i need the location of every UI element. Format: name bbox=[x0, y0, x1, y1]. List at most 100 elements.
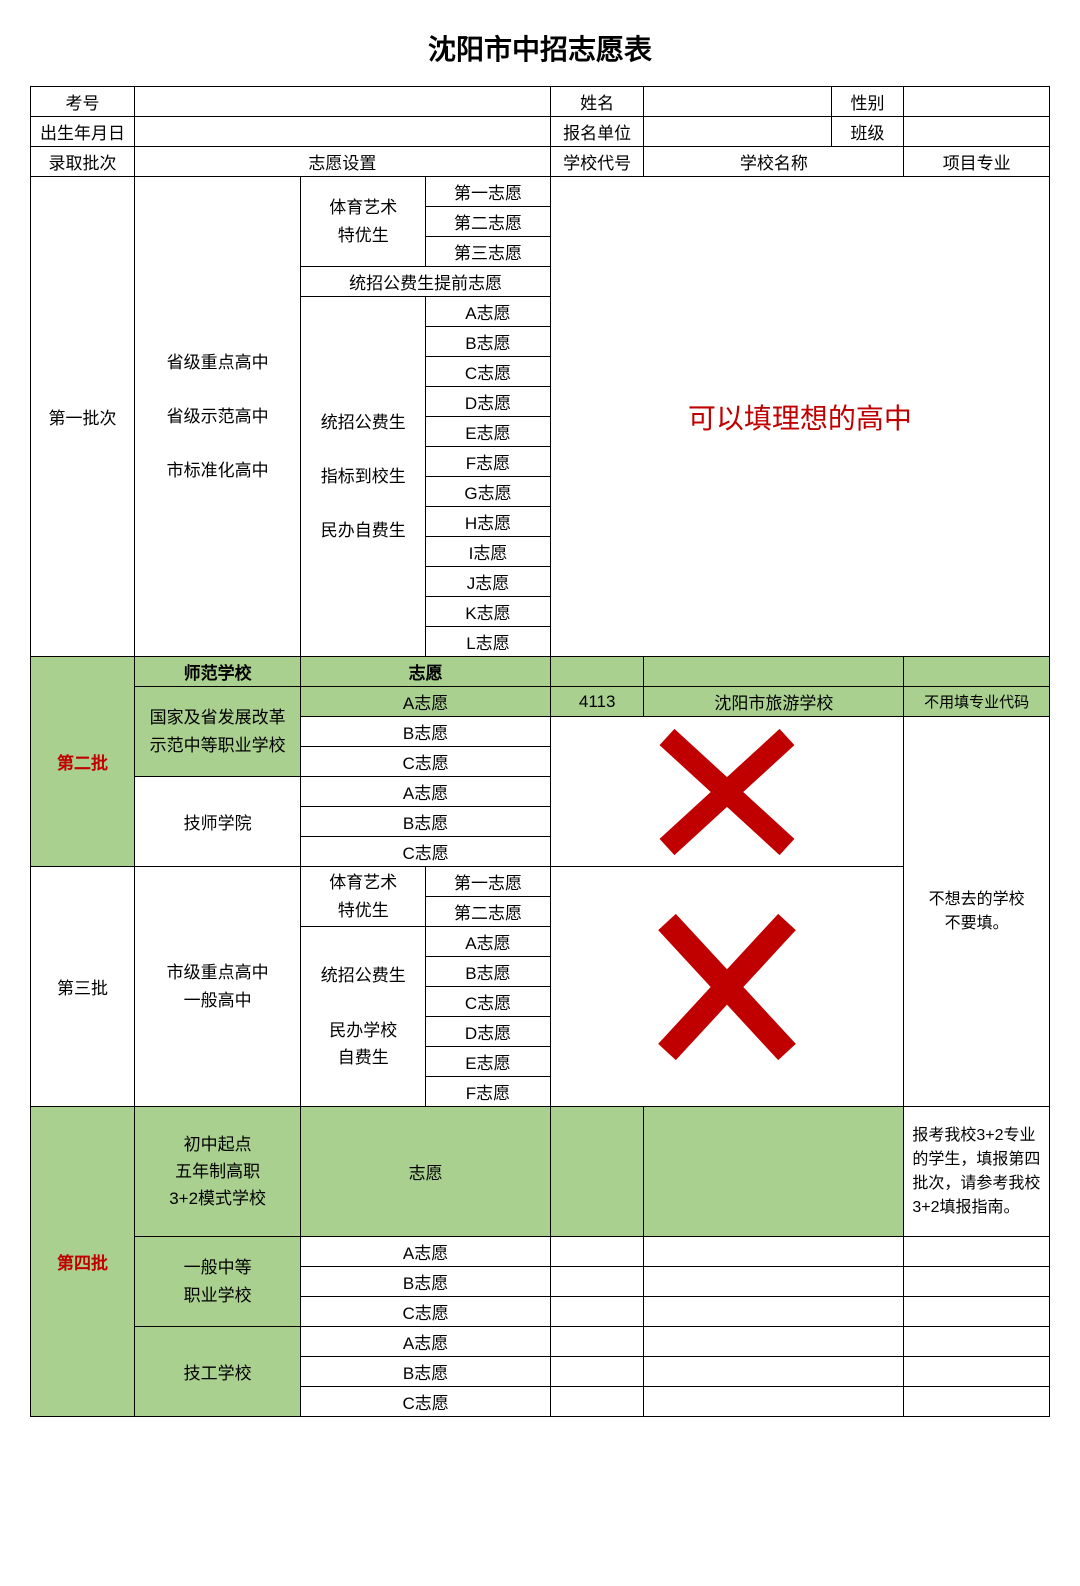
batch2-cat1b: 示范中等职业学校 bbox=[139, 732, 296, 759]
batch2-a-major: 不用填专业代码 bbox=[904, 687, 1050, 717]
batch3-label: 第三批 bbox=[31, 867, 135, 1107]
label-class: 班级 bbox=[831, 117, 904, 147]
batch1-note: 可以填理想的高中 bbox=[550, 177, 1049, 657]
field-gender bbox=[904, 87, 1050, 117]
cell bbox=[644, 1357, 904, 1387]
field-reg-unit bbox=[644, 117, 831, 147]
label-name: 姓名 bbox=[550, 87, 644, 117]
cell bbox=[550, 1267, 644, 1297]
batch2-row1-school bbox=[644, 657, 904, 687]
batch4-cat1-school bbox=[644, 1107, 904, 1237]
application-form-table: 考号 姓名 性别 出生年月日 报名单位 班级 录取批次 志愿设置 学校代号 学校… bbox=[30, 86, 1050, 1417]
batch1-cat1: 省级重点高中 bbox=[139, 349, 296, 376]
batch4-cat3: 技工学校 bbox=[134, 1327, 300, 1417]
batch1-sub3-row8: I志愿 bbox=[426, 537, 551, 567]
label-birth: 出生年月日 bbox=[31, 117, 135, 147]
batch1-cat2: 省级示范高中 bbox=[139, 403, 296, 430]
batch4-cat3-row1: B志愿 bbox=[301, 1357, 551, 1387]
cell bbox=[904, 1357, 1050, 1387]
label-reg-unit: 报名单位 bbox=[550, 117, 644, 147]
batch1-sub3-row0: A志愿 bbox=[426, 297, 551, 327]
batch1-sub3-row1: B志愿 bbox=[426, 327, 551, 357]
label-school-code: 学校代号 bbox=[550, 147, 644, 177]
cell bbox=[644, 1387, 904, 1417]
page-title: 沈阳市中招志愿表 bbox=[30, 28, 1050, 68]
cell bbox=[904, 1267, 1050, 1297]
label-major: 项目专业 bbox=[904, 147, 1050, 177]
batch4-label: 第四批 bbox=[31, 1107, 135, 1417]
batch1-sub3-row2: C志愿 bbox=[426, 357, 551, 387]
batch1-label: 第一批次 bbox=[31, 177, 135, 657]
batch3-sub1-row0: 第一志愿 bbox=[426, 867, 551, 897]
cell bbox=[904, 1387, 1050, 1417]
batch2-cat2-row2: C志愿 bbox=[301, 837, 551, 867]
batch4-cat1-note: 报考我校3+2专业的学生，填报第四批次，请参考我校3+2填报指南。 bbox=[904, 1107, 1050, 1237]
cell bbox=[644, 1327, 904, 1357]
batch1-sub3-row5: F志愿 bbox=[426, 447, 551, 477]
batch1-sub3: 统招公费生 指标到校生 民办自费生 bbox=[301, 297, 426, 657]
batch3-sub2b: 民办学校 自费生 bbox=[305, 1017, 421, 1071]
x-icon bbox=[647, 722, 807, 862]
batch2-cat1-row0: A志愿 bbox=[301, 687, 551, 717]
batch1-sub3-row4: E志愿 bbox=[426, 417, 551, 447]
cell bbox=[550, 1237, 644, 1267]
batch3-sub2: 统招公费生 民办学校 自费生 bbox=[301, 927, 426, 1107]
field-name bbox=[644, 87, 831, 117]
batch2-a-code: 4113 bbox=[550, 687, 644, 717]
batch3-sub2-row4: E志愿 bbox=[426, 1047, 551, 1077]
batch3-cat: 市级重点高中 一般高中 bbox=[134, 867, 300, 1107]
batch1-sub3a: 统招公费生 bbox=[305, 409, 421, 436]
batch2-row1-code bbox=[550, 657, 644, 687]
batch3-sub2-row0: A志愿 bbox=[426, 927, 551, 957]
batch1-sub3c: 民办自费生 bbox=[305, 517, 421, 544]
batch4-cat3-row0: A志愿 bbox=[301, 1327, 551, 1357]
label-gender: 性别 bbox=[831, 87, 904, 117]
note-23: 不想去的学校 不要填。 bbox=[904, 717, 1050, 1107]
batch1-cat3: 市标准化高中 bbox=[139, 457, 296, 484]
batch3-sub2-row2: C志愿 bbox=[426, 987, 551, 1017]
field-birth bbox=[134, 117, 550, 147]
batch3-x-mark bbox=[550, 867, 904, 1107]
cell bbox=[550, 1327, 644, 1357]
batch1-sub3-row6: G志愿 bbox=[426, 477, 551, 507]
batch4-cat2-row0: A志愿 bbox=[301, 1237, 551, 1267]
cell bbox=[550, 1357, 644, 1387]
batch2-cat1-row1: B志愿 bbox=[301, 717, 551, 747]
batch1-sub3-row7: H志愿 bbox=[426, 507, 551, 537]
batch4-cat2: 一般中等 职业学校 bbox=[134, 1237, 300, 1327]
batch4-cat2-row2: C志愿 bbox=[301, 1297, 551, 1327]
cell bbox=[904, 1327, 1050, 1357]
batch2-x-mark bbox=[550, 717, 904, 867]
batch2-cat1-row2: C志愿 bbox=[301, 747, 551, 777]
batch1-sub3-row9: J志愿 bbox=[426, 567, 551, 597]
field-exam-no bbox=[134, 87, 550, 117]
label-exam-no: 考号 bbox=[31, 87, 135, 117]
cell bbox=[644, 1267, 904, 1297]
x-icon bbox=[642, 902, 812, 1072]
batch1-sub1-row1: 第二志愿 bbox=[426, 207, 551, 237]
batch4-cat2-row1: B志愿 bbox=[301, 1267, 551, 1297]
batch4-cat1: 初中起点 五年制高职 3+2模式学校 bbox=[134, 1107, 300, 1237]
batch3-sub2-row5: F志愿 bbox=[426, 1077, 551, 1107]
batch4-cat3-row2: C志愿 bbox=[301, 1387, 551, 1417]
batch2-a-school: 沈阳市旅游学校 bbox=[644, 687, 904, 717]
batch1-sub3-row10: K志愿 bbox=[426, 597, 551, 627]
batch1-sub3b: 指标到校生 bbox=[305, 463, 421, 490]
batch2-row1-major bbox=[904, 657, 1050, 687]
batch3-sub1: 体育艺术 特优生 bbox=[301, 867, 426, 927]
cell bbox=[904, 1237, 1050, 1267]
cell bbox=[550, 1297, 644, 1327]
batch3-sub2-row3: D志愿 bbox=[426, 1017, 551, 1047]
label-school-name: 学校名称 bbox=[644, 147, 904, 177]
batch4-cat1-pref: 志愿 bbox=[301, 1107, 551, 1237]
batch3-sub2-row1: B志愿 bbox=[426, 957, 551, 987]
batch2-cat1: 国家及省发展改革 示范中等职业学校 bbox=[134, 687, 300, 777]
batch2-cat2-row1: B志愿 bbox=[301, 807, 551, 837]
batch1-sub1: 体育艺术 特优生 bbox=[301, 177, 426, 267]
batch3-sub1-row1: 第二志愿 bbox=[426, 897, 551, 927]
batch2-cat2: 技师学院 bbox=[134, 777, 300, 867]
batch3-sub2a: 统招公费生 bbox=[305, 962, 421, 989]
batch2-row1a: 师范学校 bbox=[134, 657, 300, 687]
cell bbox=[644, 1297, 904, 1327]
cell bbox=[644, 1237, 904, 1267]
